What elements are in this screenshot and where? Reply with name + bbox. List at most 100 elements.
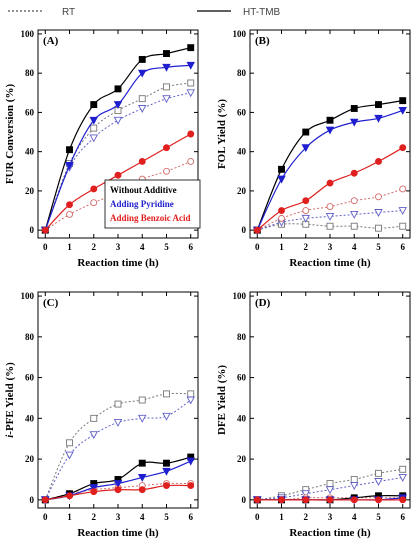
data-point — [326, 480, 334, 487]
data-point — [162, 63, 171, 72]
series-ht-without-additive — [253, 97, 407, 234]
data-point — [375, 101, 382, 109]
x-tick-label: 3 — [116, 512, 121, 522]
data-point — [326, 179, 334, 187]
data-point — [114, 171, 122, 179]
data-point — [399, 222, 407, 230]
y-tick-label: 60 — [237, 373, 247, 383]
y-tick-label: 80 — [237, 68, 247, 78]
x-tick-label: 4 — [140, 242, 145, 252]
data-point — [90, 185, 98, 193]
plot-frame — [37, 291, 199, 509]
x-tick-label: 2 — [304, 242, 309, 252]
x-tick-label: 0 — [43, 512, 48, 522]
x-axis-label: Reaction time (h) — [289, 527, 371, 539]
data-point — [301, 490, 311, 499]
data-point — [350, 222, 358, 230]
data-point — [163, 50, 170, 57]
data-point — [399, 496, 407, 504]
data-point — [301, 214, 311, 223]
data-point — [375, 469, 382, 477]
data-point — [187, 79, 195, 87]
data-point — [374, 209, 383, 217]
x-axis-label: Reaction time (h) — [77, 527, 159, 539]
additive-legend-item: Without Additive — [110, 185, 177, 195]
data-point — [163, 83, 170, 91]
data-point — [375, 496, 382, 504]
y-tick-label: 80 — [237, 332, 247, 342]
data-point — [399, 144, 407, 152]
y-tick-label: 20 — [237, 454, 247, 464]
data-point — [253, 496, 261, 504]
data-point — [349, 482, 359, 491]
series-ht-adding-benzoic-acid — [41, 130, 195, 234]
data-point — [138, 55, 146, 63]
series-ht-adding-benzoic-acid — [253, 496, 407, 504]
data-point — [398, 473, 407, 482]
y-axis-label: FUR Conversion (%) — [4, 84, 16, 185]
y-tick-label: 0 — [30, 495, 35, 505]
data-point — [138, 95, 146, 103]
additive-legend-item: Adding Pyridine — [110, 199, 174, 209]
data-point — [90, 124, 98, 132]
x-tick-label: 6 — [400, 512, 405, 522]
y-tick-label: 100 — [21, 291, 35, 301]
y-tick-label: 20 — [25, 186, 35, 196]
panel-tag: (A) — [43, 35, 59, 47]
data-point — [186, 61, 195, 70]
y-tick-label: 60 — [237, 107, 247, 117]
x-tick-label: 1 — [67, 242, 72, 252]
y-tick-label: 40 — [25, 413, 35, 423]
legend-ht-tmb-label: HT-TMB — [243, 7, 281, 18]
data-point — [163, 167, 170, 175]
y-tick-label: 0 — [30, 225, 35, 235]
x-tick-label: 5 — [376, 512, 381, 522]
data-point — [89, 134, 99, 143]
data-point — [114, 486, 122, 494]
data-point — [113, 418, 123, 427]
data-point — [138, 158, 146, 165]
data-point — [89, 116, 99, 125]
data-point — [41, 226, 49, 234]
y-axis-label: DFE Yield (%) — [216, 365, 228, 435]
data-point — [113, 101, 123, 110]
data-point — [349, 211, 359, 219]
data-point — [326, 222, 334, 230]
y-tick-label: 40 — [237, 413, 247, 423]
x-tick-label: 5 — [164, 242, 169, 252]
data-point — [66, 201, 73, 209]
data-point — [278, 214, 285, 222]
data-point — [163, 144, 170, 152]
y-tick-label: 80 — [25, 332, 35, 342]
x-tick-label: 5 — [376, 242, 381, 252]
panel-tag: (B) — [255, 35, 270, 47]
data-point — [138, 459, 146, 467]
x-tick-label: 2 — [92, 512, 97, 522]
data-point — [65, 451, 74, 460]
x-tick-label: 4 — [352, 512, 357, 522]
data-point — [375, 158, 382, 165]
y-tick-label: 0 — [242, 225, 247, 235]
data-point — [325, 126, 335, 135]
data-point — [138, 486, 146, 494]
data-point — [162, 412, 171, 421]
x-tick-label: 4 — [140, 512, 145, 522]
series-ht-without-additive — [41, 453, 195, 504]
data-point — [349, 118, 359, 127]
y-tick-label: 60 — [25, 373, 35, 383]
data-point — [113, 116, 123, 125]
y-tick-label: 40 — [237, 147, 247, 157]
data-point — [326, 496, 334, 504]
data-point — [65, 161, 74, 170]
data-point — [375, 224, 382, 232]
x-tick-label: 6 — [188, 512, 193, 522]
additive-legend-item: Adding Benzoic Acid — [110, 213, 191, 223]
data-point — [302, 128, 310, 136]
data-point — [137, 414, 147, 423]
data-point — [41, 496, 49, 504]
data-point — [66, 211, 73, 218]
